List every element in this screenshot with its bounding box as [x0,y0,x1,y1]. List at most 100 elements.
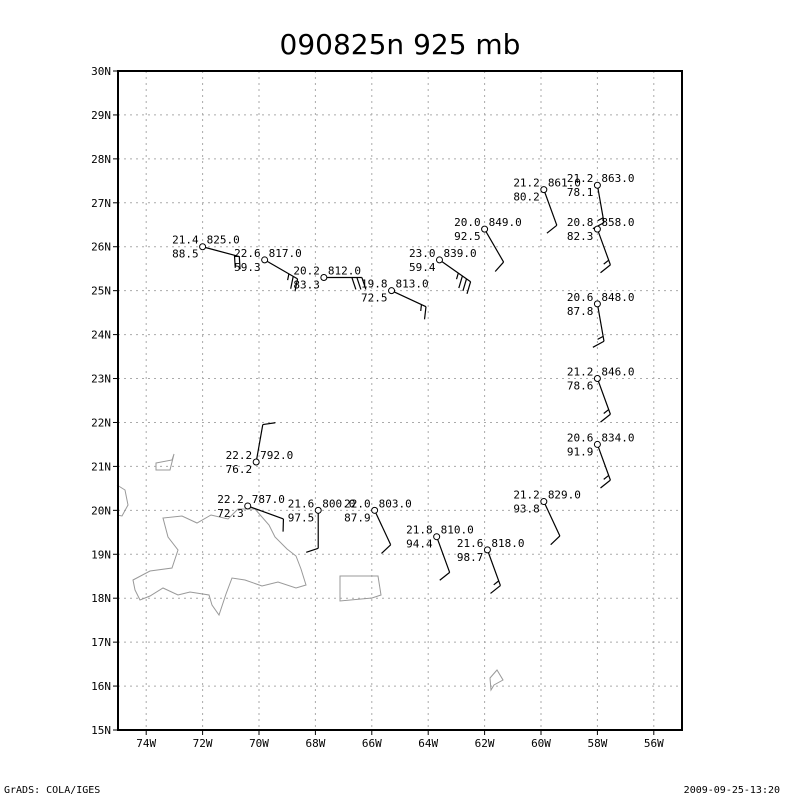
wind-barb-flag [351,277,357,290]
x-tick-label: 66W [362,737,382,750]
station-temperature: 22.2 [226,449,253,462]
wind-barb-flag [233,255,236,268]
station-plot: 21.278.6 846.0 [567,366,635,423]
y-axis-ticks: 15N 16N 17N 18N 19N 20N 21N 22N 23N 24N 25N 26N 27N 2… [91,65,118,737]
wind-barb-flag [356,277,362,290]
wind-barb-staff [543,501,561,537]
wind-barb-half-flag [597,335,604,340]
wind-barb-flag [381,544,392,554]
station-plot: 21.488.5 825.0 [172,234,241,270]
station-humidity: 91.9 [567,445,594,458]
wind-barb-staff [436,536,451,573]
wind-barb-flag [462,278,468,292]
map-title: 090825n 925 mb [280,28,521,61]
station-pressure: 817.0 [269,247,302,260]
wind-barb-flag [458,275,463,289]
station-marker [244,502,252,510]
wind-barb-flag [294,278,299,292]
station-pressure: 812.0 [328,264,361,277]
station-marker [540,186,548,194]
x-tick-label: 72W [193,737,213,750]
station-pressure: 846.0 [601,366,634,379]
station-pressure: 818.0 [491,537,524,550]
wind-barb-staff [264,259,298,280]
wind-barb-half-flag [603,259,610,265]
station-plot: 21.280.2 861.0 [513,177,581,234]
station-plot: 21.698.7 818.0 [457,537,525,594]
station-pressure: 810.0 [441,524,474,537]
station-pressure: 787.0 [252,493,285,506]
station-plot: 20.092.5 849.0 [454,216,522,272]
map-frame [117,70,683,731]
station-pressure: 834.0 [601,431,634,444]
station-plot: 22.272.3 787.0 [217,493,285,532]
station-humidity: 76.2 [226,463,253,476]
station-pressure: 800.0 [322,497,355,510]
y-tick-label: 26N [91,241,111,254]
station-marker [371,506,379,514]
station-temperature: 21.2 [567,172,594,185]
x-tick-label: 74W [136,737,156,750]
y-tick-label: 28N [91,153,111,166]
station-humidity: 72.3 [217,507,244,520]
station-marker [593,300,601,308]
wind-barb-staff [596,378,611,415]
wind-barb-flag [600,264,611,274]
y-tick-label: 15N [91,724,111,737]
coastline-turks-caicos [155,453,175,471]
station-temperature: 22.0 [344,497,371,510]
y-tick-label: 17N [91,636,111,649]
y-tick-label: 21N [91,460,111,473]
y-tick-label: 24N [91,329,111,342]
station-plot: 21.293.8 829.0 [513,489,581,546]
wind-barb-staff [486,549,501,586]
wind-barb-staff [543,189,558,226]
station-marker [483,546,491,554]
station-humidity: 78.1 [567,186,594,199]
station-pressure: 825.0 [207,234,240,247]
wind-barb-flag [494,261,505,272]
station-plot: 21.894.4 810.0 [406,524,474,581]
y-tick-label: 18N [91,592,111,605]
grid-lines [118,71,682,730]
wind-barb-staff [391,290,427,308]
station-pressure: 858.0 [601,216,634,229]
station-humidity: 93.8 [513,503,540,516]
station-pressure: 803.0 [379,497,412,510]
station-pressure: 813.0 [396,278,429,291]
station-temperature: 21.6 [457,537,484,550]
station-marker [261,256,269,264]
station-marker [320,273,328,281]
y-tick-label: 25N [91,285,111,298]
station-humidity: 92.5 [454,230,481,243]
wind-barb-flag [238,256,241,270]
wind-barb-half-flag [420,304,423,311]
station-humidity: 94.4 [406,538,433,551]
station-marker [433,533,441,541]
wind-barb-flag [600,413,611,423]
station-temperature: 23.0 [409,247,436,260]
footer-timestamp: 2009-09-25-13:20 [683,785,780,796]
coastline-islet [489,669,504,692]
y-tick-label: 19N [91,548,111,561]
x-tick-label: 64W [418,737,438,750]
x-tick-label: 62W [475,737,495,750]
station-marker [593,440,601,448]
coastline-hispaniola [132,508,307,617]
station-pressure: 829.0 [548,489,581,502]
station-humidity: 83.3 [293,278,320,291]
wind-barb-flag [306,547,319,553]
station-plot: 21.278.1 863.0 [567,172,635,230]
station-marker [199,243,207,251]
station-temperature: 20.6 [567,291,594,304]
station-temperature: 20.0 [454,216,481,229]
wind-barb-flag [439,571,451,581]
station-plot: 20.283.3 812.0 [293,264,367,291]
station-temperature: 20.6 [567,431,594,444]
station-temperature: 21.2 [567,366,594,379]
x-tick-label: 58W [587,737,607,750]
wind-barb-staff [202,246,240,258]
wind-barb-staff [596,228,611,266]
station-temperature: 22.6 [234,247,261,260]
